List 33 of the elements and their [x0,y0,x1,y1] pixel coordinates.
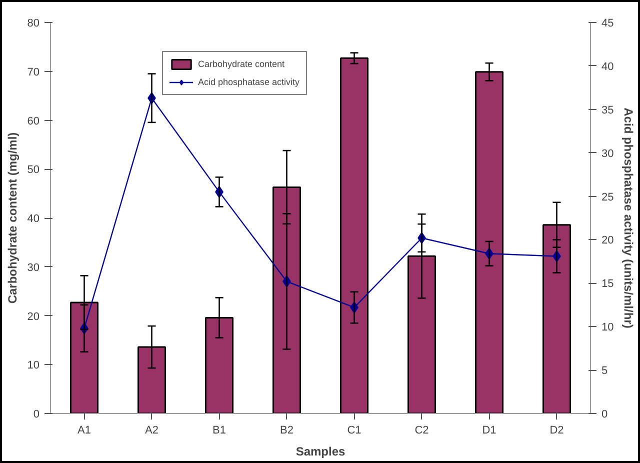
y2-tick-label: 5 [602,365,608,378]
y2-tick-label: 10 [602,322,614,334]
x-tick-label: D1 [482,424,496,436]
y-tick-label: 80 [27,18,40,30]
y2-tick-label: 35 [602,104,614,116]
y2-tick-label: 20 [602,234,614,247]
y-tick-label: 0 [33,408,40,420]
y2-tick-label: 0 [602,408,608,420]
legend-label: Carbohydrate content [198,58,285,70]
x-tick-label: C2 [414,424,429,436]
x-tick-label: C1 [347,424,362,436]
x-tick-label: A2 [145,424,158,436]
y2-tick-label: 40 [602,60,614,73]
y2-tick-label: 15 [602,278,614,290]
y-tick-label: 40 [27,213,40,225]
x-tick-label: B1 [212,424,226,436]
bar [340,57,368,414]
x-axis-title: Samples [296,444,346,458]
x-tick-label: B2 [280,424,294,436]
x-tick-label: D2 [550,424,564,436]
legend-label: Acid phosphatase activity [198,76,300,88]
y-tick-label: 50 [27,164,40,176]
y-axis-title: Carbohydrate content (mg/ml) [5,132,20,304]
x-tick-label: A1 [78,424,91,436]
y2-tick-label: 25 [602,191,614,204]
y-tick-label: 60 [27,115,40,128]
y-tick-label: 20 [27,310,40,323]
y2-tick-label: 30 [602,148,614,160]
y-tick-label: 70 [27,66,40,78]
y-tick-label: 30 [27,262,40,274]
y2-tick-label: 45 [602,18,614,30]
y-tick-label: 10 [27,360,40,372]
y2-axis-title: Acid phosphatase activity (units/ml/hr) [622,108,636,328]
